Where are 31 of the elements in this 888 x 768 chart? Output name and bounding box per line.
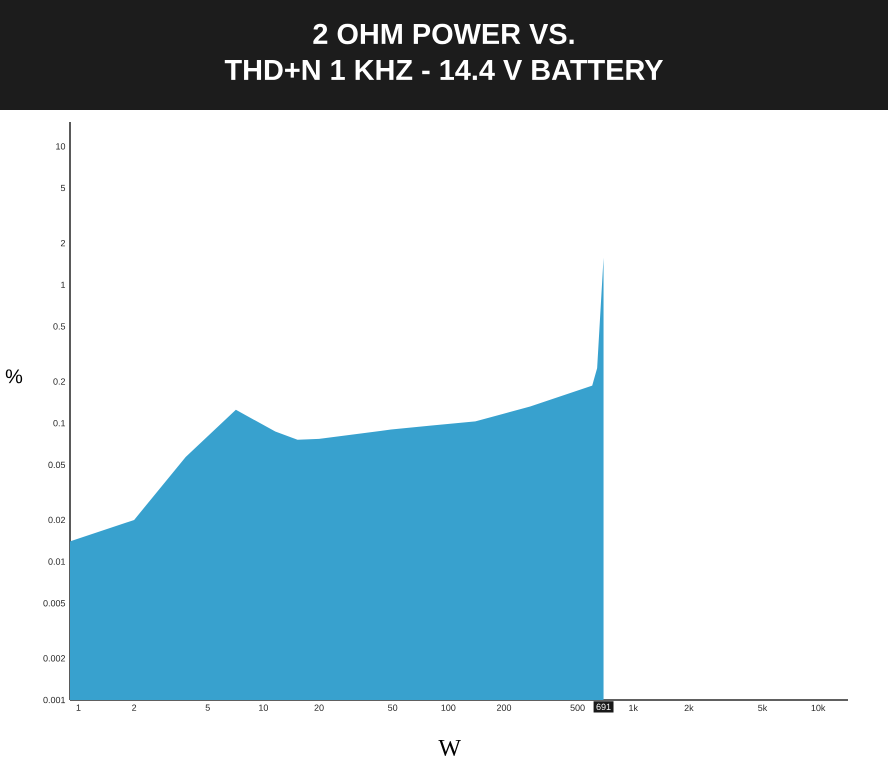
y-tick-label: 0.5 — [53, 323, 66, 330]
x-tick-label: 2 — [132, 704, 136, 711]
y-tick-label: 10 — [56, 143, 66, 150]
y-tick-label: 0.2 — [53, 378, 66, 385]
y-tick-label: 0.001 — [43, 696, 66, 704]
x-tick-label: 200 — [496, 704, 512, 711]
y-tick-label: 0.1 — [53, 420, 66, 426]
x-tick-label: 500 — [570, 704, 585, 711]
x-tick-label: 1k — [629, 704, 638, 712]
x-tick-label: 1 — [76, 704, 81, 711]
x-tick-label: 50 — [388, 704, 398, 711]
x-tick-label: 10k — [812, 704, 826, 712]
y-tick-label: 1 — [61, 282, 66, 288]
y-tick-label: 0.05 — [48, 462, 66, 468]
chart-subtitle: THD+N 1 KHZ - 14.4 V BATTERY — [224, 60, 664, 80]
y-tick-label: 0.002 — [43, 655, 66, 662]
y-tick-label: 5 — [60, 184, 66, 192]
x-tick-label: 5k — [758, 704, 768, 712]
x-tick-label: 100 — [442, 704, 456, 711]
y-tick-label: 0.005 — [43, 600, 66, 606]
y-axis-title: % — [6, 369, 22, 384]
x-tick-label: 2k — [684, 704, 694, 712]
x-axis-title: W — [438, 740, 461, 756]
y-tick-label: 0.01 — [48, 558, 66, 565]
chart-title: 2 OHM POWER VS. — [313, 24, 574, 44]
y-tick-label: 2 — [60, 240, 66, 246]
x-tick-label: 5 — [206, 704, 210, 711]
x-tick-label: 10 — [259, 704, 268, 711]
x-tick-label: 20 — [314, 704, 324, 711]
annotation: 691 — [596, 704, 611, 710]
y-tick-label: 0.02 — [48, 516, 66, 524]
